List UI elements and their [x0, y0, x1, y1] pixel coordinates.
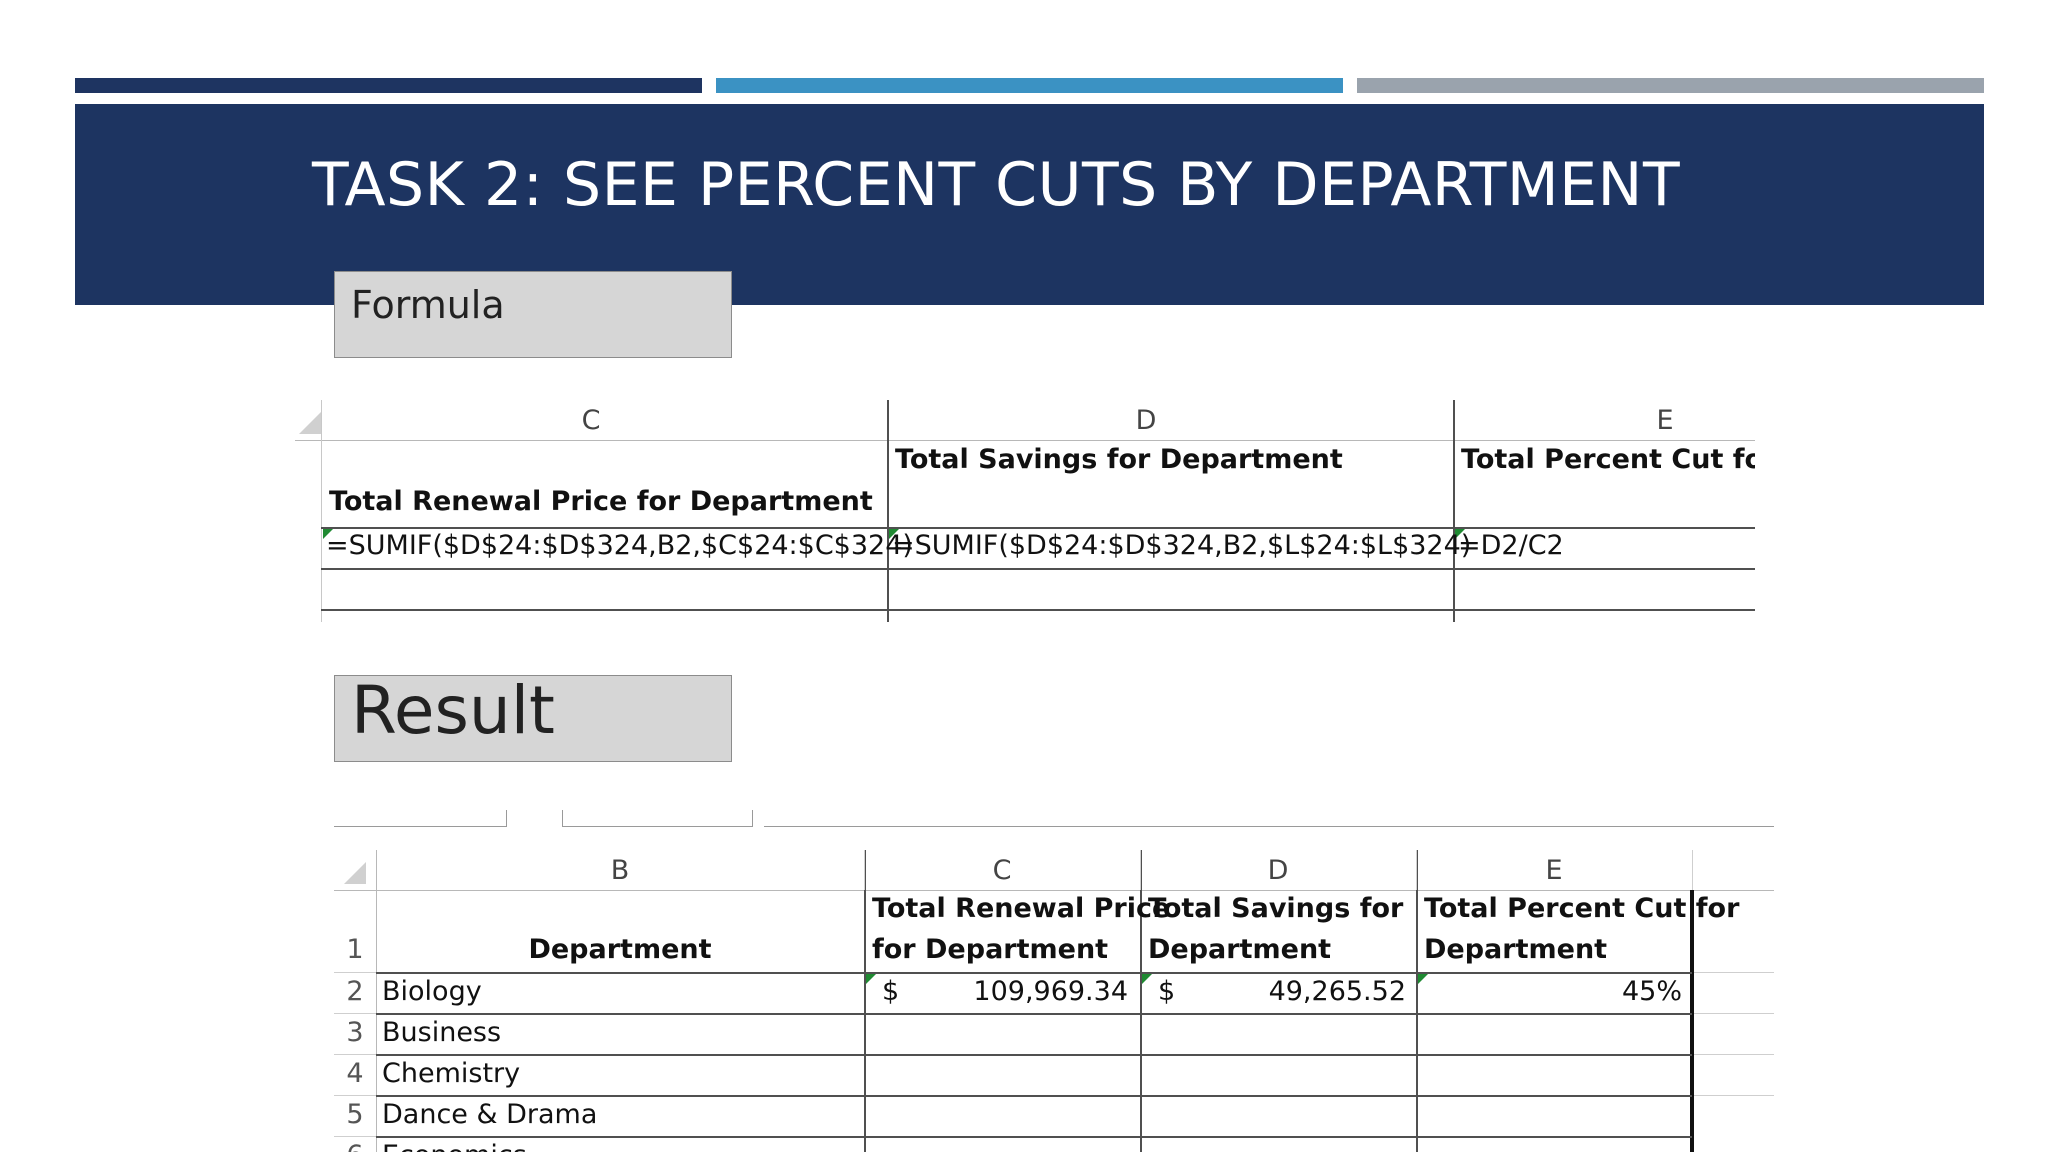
header-department[interactable]: Department: [528, 934, 712, 965]
column-header-e[interactable]: E: [1656, 405, 1674, 436]
currency-symbol-d: $: [1158, 976, 1176, 1007]
row-header-3[interactable]: 3: [346, 1017, 364, 1048]
formula-label: Formula: [334, 271, 732, 358]
accent-bar-gray: [1357, 78, 1984, 93]
header-savings-line1[interactable]: Total Savings for: [1148, 893, 1404, 924]
select-all-corner[interactable]: [334, 850, 377, 890]
result-label: Result: [334, 675, 732, 762]
row-header-6[interactable]: 6: [334, 1140, 376, 1152]
slide-title: TASK 2: SEE PERCENT CUTS BY DEPARTMENT: [312, 150, 1681, 220]
department-cell[interactable]: Dance & Drama: [382, 1099, 598, 1130]
header-savings-line2: Department: [1148, 934, 1332, 965]
accent-bar-dark: [75, 78, 702, 93]
row-header-5[interactable]: 5: [346, 1099, 364, 1130]
result-sheet: B C D E 1 Department Total Renewal Price…: [334, 810, 1774, 1152]
column-header-d[interactable]: D: [1267, 855, 1289, 886]
department-cell[interactable]: Economics: [382, 1140, 527, 1152]
row-header-1[interactable]: 1: [346, 934, 364, 965]
column-header-c[interactable]: C: [992, 855, 1012, 886]
savings-cell[interactable]: 49,265.52: [1268, 976, 1406, 1007]
formula-cell-e2[interactable]: =D2/C2: [1458, 530, 1564, 561]
header-total-renewal-price[interactable]: Total Renewal Price for Department: [329, 486, 873, 517]
header-total-savings[interactable]: Total Savings for Department: [895, 444, 1343, 475]
department-cell[interactable]: Chemistry: [382, 1058, 521, 1089]
column-header-e[interactable]: E: [1545, 855, 1563, 886]
header-renewal-line2: for Department: [872, 934, 1109, 965]
formula-sheet: C D E Total Renewal Price for Department…: [295, 400, 1755, 622]
header-percent-line2: Department: [1424, 934, 1608, 965]
row-header-4[interactable]: 4: [346, 1058, 364, 1089]
percent-cut-cell[interactable]: 45%: [1621, 976, 1682, 1007]
formula-cell-c2[interactable]: =SUMIF($D$24:$D$324,B2,$C$24:$C$324): [326, 530, 913, 561]
header-renewal-line1[interactable]: Total Renewal Price: [872, 893, 1171, 924]
row-header-2[interactable]: 2: [346, 976, 364, 1007]
column-header-c[interactable]: C: [581, 405, 601, 436]
header-total-percent-cut[interactable]: Total Percent Cut for D: [1461, 444, 1755, 475]
formula-cell-d2[interactable]: =SUMIF($D$24:$D$324,B2,$L$24:$L$324): [892, 530, 1472, 561]
column-header-b[interactable]: B: [610, 855, 630, 886]
department-cell[interactable]: Biology: [382, 976, 482, 1007]
accent-bar-blue: [716, 78, 1343, 93]
column-header-row: [295, 400, 1755, 441]
header-percent-line1[interactable]: Total Percent Cut for: [1424, 893, 1740, 924]
currency-symbol-c: $: [882, 976, 900, 1007]
department-cell[interactable]: Business: [382, 1017, 502, 1048]
renewal-price-cell[interactable]: 109,969.34: [973, 976, 1128, 1007]
column-header-d[interactable]: D: [1135, 405, 1157, 436]
select-all-corner[interactable]: [295, 400, 322, 440]
